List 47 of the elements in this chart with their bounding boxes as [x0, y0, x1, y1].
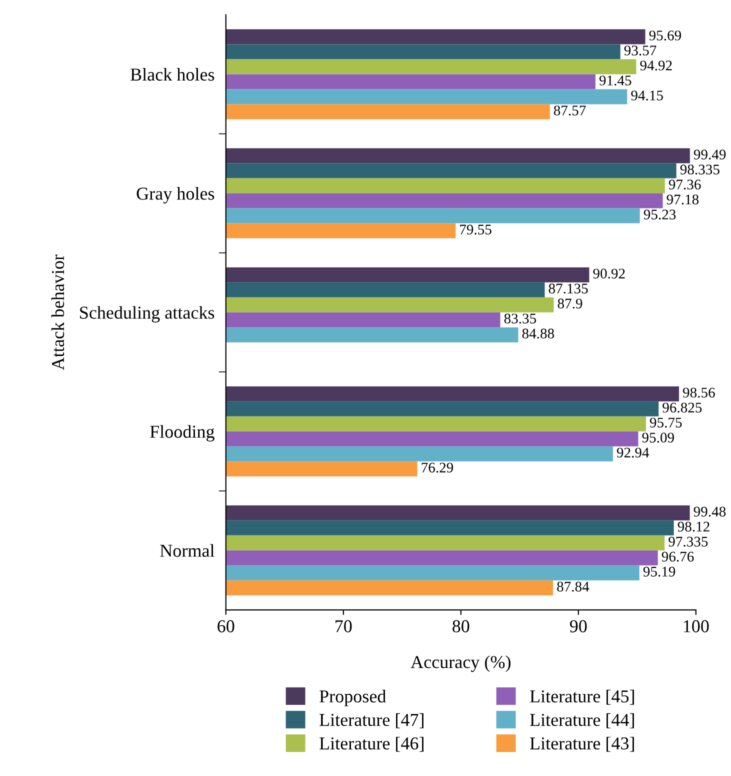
legend-label: Literature [45] — [530, 690, 634, 705]
data-label: 94.15 — [631, 90, 663, 100]
data-label: 87.9 — [558, 298, 582, 309]
data-label: 79.55 — [460, 224, 492, 235]
data-label: 96.76 — [662, 552, 694, 562]
legend-label: Proposed — [320, 690, 386, 706]
data-label: 76.29 — [422, 462, 454, 473]
y-tick-label: Scheduling attacks — [80, 306, 214, 322]
data-label: 97.335 — [668, 536, 708, 547]
data-label: 90.92 — [593, 268, 625, 279]
legend-label: Literature [43] — [530, 736, 634, 752]
y-tick-label: Black holes — [130, 68, 214, 81]
data-label: 97.36 — [668, 180, 701, 190]
data-label: 95.23 — [644, 210, 676, 220]
data-label: 96.825 — [662, 402, 702, 413]
data-label: 87.57 — [554, 106, 586, 116]
legend-label: Literature [44] — [530, 713, 634, 728]
x-axis-title: Accuracy (%) — [410, 655, 510, 672]
data-label: 98.335 — [680, 164, 720, 175]
data-label: 95.69 — [649, 30, 682, 40]
x-tick-label: 100 — [684, 620, 709, 632]
x-tick-label: 60 — [218, 620, 234, 632]
x-tick-label: 70 — [336, 620, 352, 632]
y-axis-title: Attack behavior — [51, 254, 64, 370]
data-label: 95.19 — [643, 566, 676, 577]
y-tick-label: Gray holes — [136, 187, 214, 204]
legend-label: Literature [46] — [320, 736, 424, 752]
y-tick-label: Flooding — [150, 425, 214, 442]
x-tick-label: 90 — [570, 620, 587, 632]
data-label: 94.92 — [640, 60, 672, 70]
data-label: 95.09 — [642, 432, 674, 443]
x-tick-label: 80 — [452, 620, 470, 632]
data-label: 87.135 — [548, 284, 588, 294]
data-label: 87.84 — [557, 582, 590, 592]
data-label: 91.45 — [599, 76, 632, 86]
data-label: 83.35 — [504, 314, 536, 324]
data-label: 95.75 — [650, 418, 682, 428]
data-label: 99.48 — [694, 506, 726, 517]
data-label: 99.49 — [694, 150, 726, 160]
y-tick-label: Normal — [160, 544, 214, 557]
data-label: 84.88 — [522, 328, 554, 339]
legend-label: Literature [47] — [320, 713, 424, 728]
data-label: 97.18 — [666, 194, 699, 205]
data-label: 98.12 — [678, 522, 710, 532]
data-label: 98.56 — [682, 388, 715, 398]
data-label: 92.94 — [616, 448, 650, 458]
data-label: 93.57 — [624, 46, 656, 56]
